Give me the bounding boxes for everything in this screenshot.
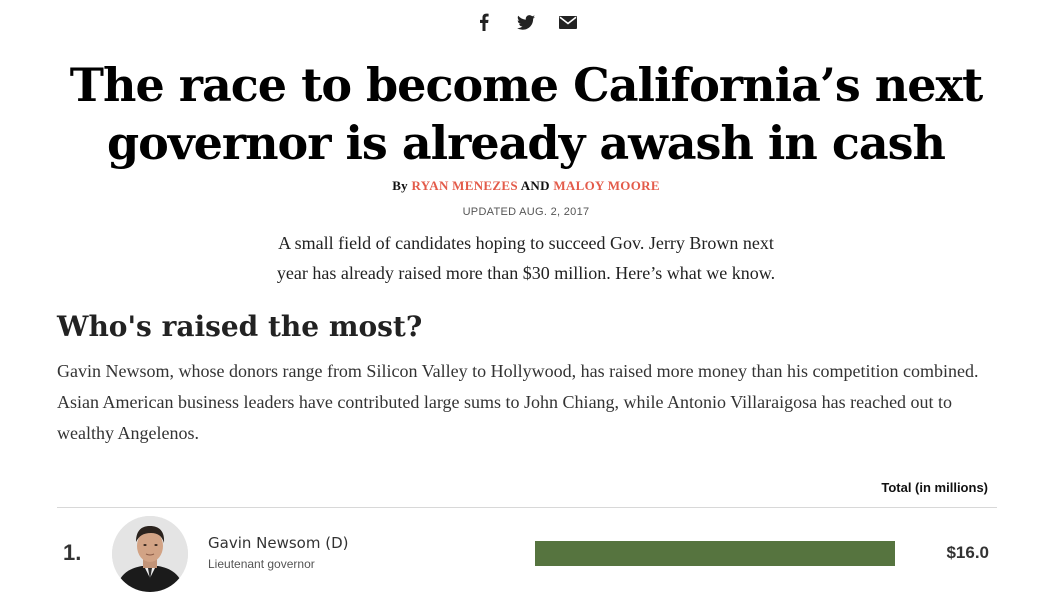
candidate-role: Lieutenant governor xyxy=(208,557,315,571)
byline-prefix: By xyxy=(392,178,408,193)
candidate-name: Gavin Newsom (D) xyxy=(208,534,349,552)
byline-and: and xyxy=(520,178,550,193)
byline: By Ryan Menezes and Maloy Moore xyxy=(0,178,1052,194)
rank-number: 1. xyxy=(63,540,82,565)
share-bar xyxy=(0,12,1052,32)
headline-line-1: The race to become California’s next xyxy=(69,58,983,112)
funding-bar xyxy=(535,541,895,566)
email-icon[interactable] xyxy=(558,12,578,32)
facebook-icon[interactable] xyxy=(474,12,494,32)
headline-line-2: governor is already awash in cash xyxy=(107,116,946,170)
dek-line-2: year has already raised more than $30 mi… xyxy=(276,263,776,283)
dek-line-1: A small field of candidates hoping to su… xyxy=(278,233,774,253)
dek: A small field of candidates hoping to su… xyxy=(226,228,826,288)
section-body: Gavin Newsom, whose donors range from Si… xyxy=(57,361,979,443)
twitter-icon[interactable] xyxy=(516,12,536,32)
author-link-1[interactable]: Ryan Menezes xyxy=(411,178,518,193)
updated-date: UPDATED AUG. 2, 2017 xyxy=(462,206,590,218)
funding-bar-track xyxy=(535,541,895,566)
headline: The race to become California’s next gov… xyxy=(0,56,1052,172)
table-divider xyxy=(57,507,997,508)
section-title: Who's raised the most? xyxy=(57,310,423,343)
total-amount: $16.0 xyxy=(946,543,989,562)
column-header-total: Total (in millions) xyxy=(881,480,988,495)
author-link-2[interactable]: Maloy Moore xyxy=(553,178,660,193)
table-row: 1. Gavin Newsom (D) Lieutenant governor … xyxy=(57,512,997,598)
avatar xyxy=(112,516,188,592)
